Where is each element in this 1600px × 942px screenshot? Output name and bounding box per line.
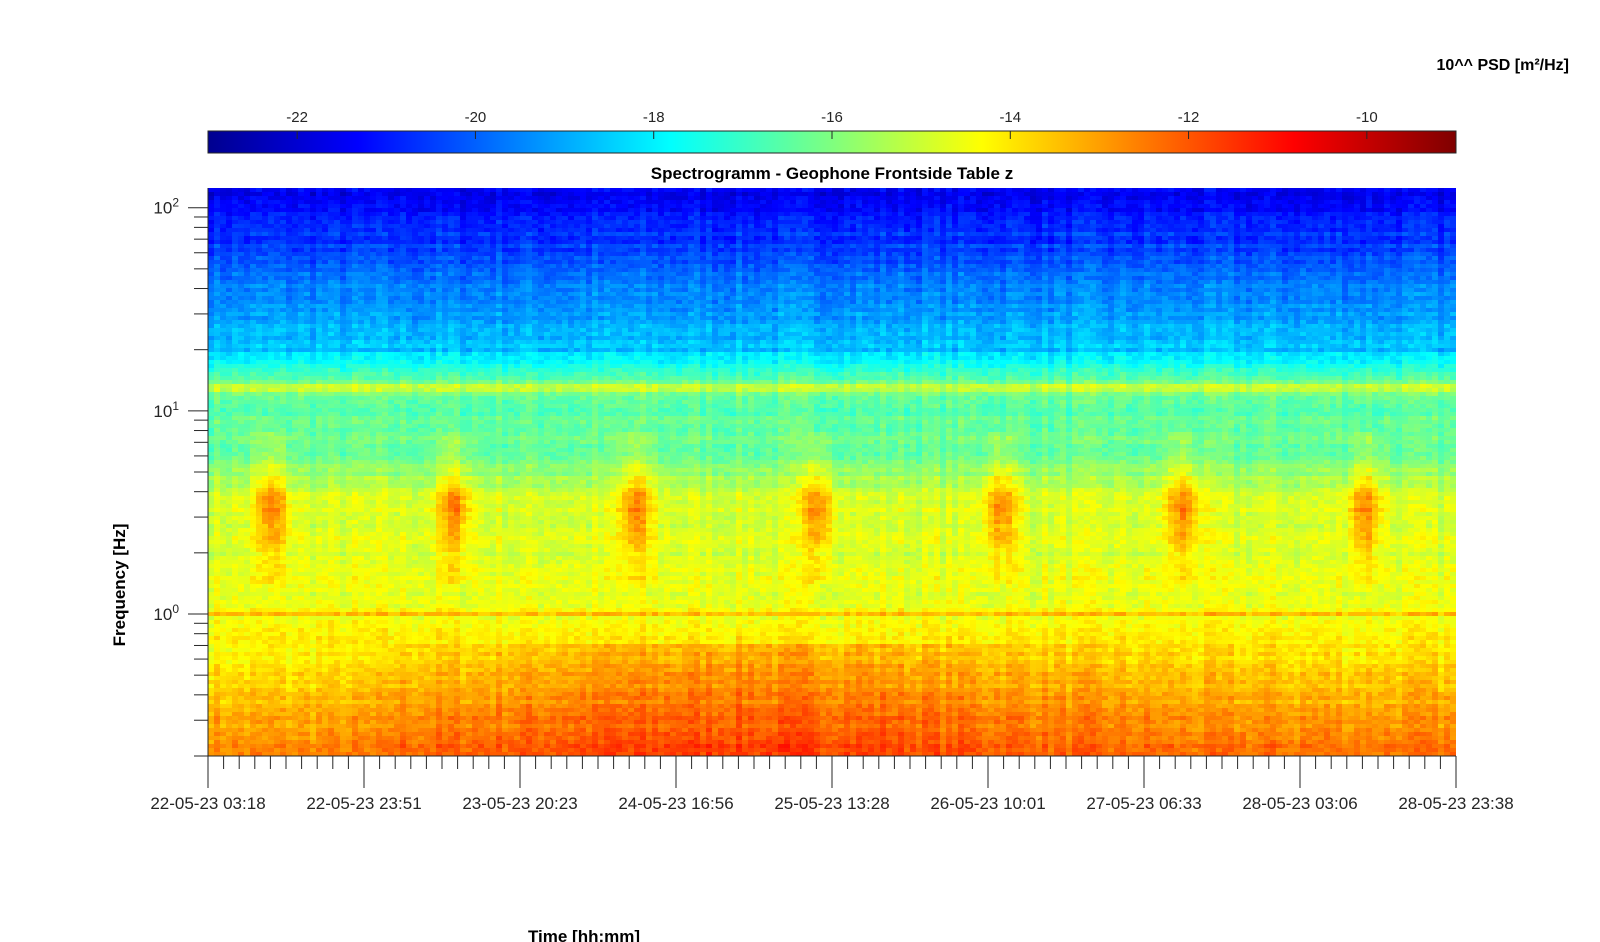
colorbar-tick-label: -12	[1178, 109, 1200, 126]
x-tick-label: 22-05-23 23:51	[306, 794, 421, 813]
colorbar-tick-label: -22	[286, 109, 308, 126]
colorbar-tick-label: -10	[1356, 109, 1378, 126]
y-axis-label: Frequency [Hz]	[110, 524, 129, 647]
colorbar-tick-label: -16	[821, 109, 843, 126]
colorbar-tick-label: -20	[465, 109, 487, 126]
chart-title: Spectrogramm - Geophone Frontside Table …	[651, 164, 1013, 183]
y-tick-label: 100	[153, 602, 179, 624]
x-tick-label: 24-05-23 16:56	[618, 794, 733, 813]
x-tick-label: 22-05-23 03:18	[150, 794, 265, 813]
x-tick-label: 27-05-23 06:33	[1086, 794, 1201, 813]
x-axis: 22-05-23 03:18 22-05-23 23:51 23-05-23 20:…	[150, 756, 1513, 813]
y-axis: 100 101 102	[153, 188, 208, 756]
spectrogram-heatmap	[208, 188, 1457, 757]
spectrogram-plot-area	[208, 188, 1457, 757]
x-tick-label: 23-05-23 20:23	[462, 794, 577, 813]
x-tick-label: 25-05-23 13:28	[774, 794, 889, 813]
x-tick-label: 28-05-23 03:06	[1242, 794, 1357, 813]
x-tick-label: 28-05-23 23:38	[1398, 794, 1513, 813]
x-tick-label: 26-05-23 10:01	[930, 794, 1045, 813]
y-tick-label: 102	[153, 196, 179, 218]
spectrogram-figure: 10^^ PSD [m²/Hz] -22 -20 -18 -16 -14 -12 -10 S…	[0, 0, 1600, 942]
colorbar-label: 10^^ PSD [m²/Hz]	[1437, 57, 1569, 74]
colorbar-tick-label: -14	[999, 109, 1021, 126]
x-axis-label: Time [hh:mm]	[528, 927, 640, 942]
y-tick-label: 101	[153, 399, 179, 421]
colorbar-tick-label: -18	[643, 109, 665, 126]
